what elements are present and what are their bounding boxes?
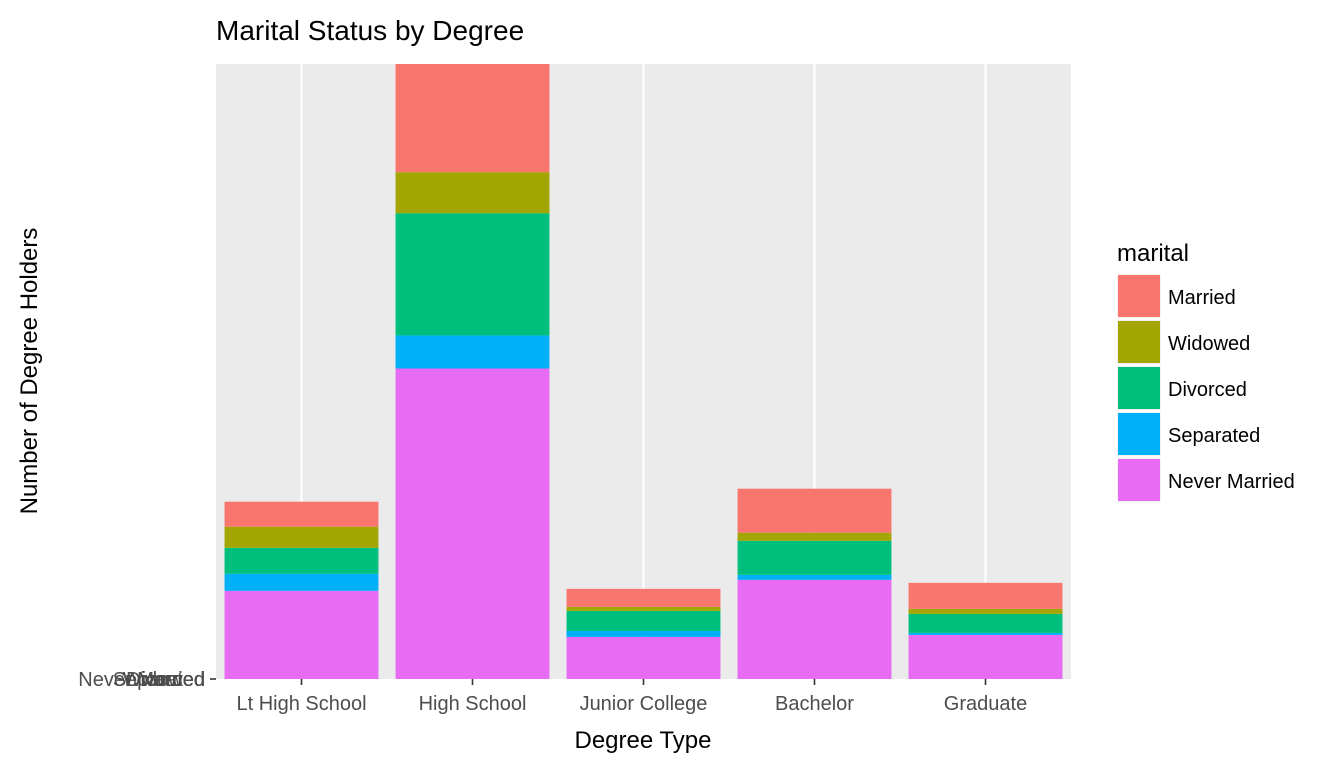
bar-segment-bachelor-married: [737, 488, 892, 533]
bar-segment-lt-high-school-divorced: [224, 547, 379, 574]
legend-swatch-married: [1118, 275, 1160, 317]
bar-segment-high-school-never-married: [395, 368, 550, 679]
y-tick-label-never-married: Never Married: [78, 669, 205, 691]
chart-title: Marital Status by Degree: [216, 15, 524, 46]
y-axis: Never MarriedSeparatedDivorcedWidowedMar…: [78, 669, 216, 691]
legend-label-divorced: Divorced: [1168, 379, 1247, 401]
legend: marital Married Widowed Divorced Separated N…: [1117, 240, 1295, 502]
bar-segment-junior-college-separated: [566, 630, 721, 637]
x-tick-label-graduate: Graduate: [944, 693, 1027, 715]
x-axis-title: Degree Type: [575, 727, 712, 754]
bar-segment-lt-high-school-separated: [224, 573, 379, 591]
bar-segment-high-school-widowed: [395, 172, 550, 214]
y-tick-label-separated: Separated: [113, 669, 205, 691]
legend-label-married: Married: [1168, 287, 1236, 309]
bar-segment-junior-college-divorced: [566, 610, 721, 631]
y-tick-label-divorced: Divorced: [126, 669, 205, 691]
legend-swatch-never-married: [1118, 459, 1160, 501]
x-tick-label-junior-college: Junior College: [580, 693, 708, 715]
legend-label-widowed: Widowed: [1168, 333, 1250, 355]
x-tick-label-bachelor: Bachelor: [775, 693, 854, 715]
bar-segment-lt-high-school-widowed: [224, 526, 379, 548]
legend-swatch-separated: [1118, 413, 1160, 455]
legend-swatch-divorced: [1118, 367, 1160, 409]
bar-segment-lt-high-school-married: [224, 501, 379, 527]
bars: [224, 64, 1063, 679]
legend-label-never-married: Never Married: [1168, 471, 1295, 493]
y-tick-label-married: Married: [137, 669, 205, 691]
legend-title: marital: [1117, 240, 1189, 267]
legend-swatch-widowed: [1118, 321, 1160, 363]
x-axis: Lt High School High School Junior College B…: [236, 679, 1027, 715]
bar-segment-bachelor-separated: [737, 574, 892, 580]
bar-segment-bachelor-never-married: [737, 579, 892, 679]
bar-segment-lt-high-school-never-married: [224, 590, 379, 679]
bar-segment-graduate-separated: [908, 632, 1063, 635]
bar-segment-graduate-married: [908, 582, 1063, 609]
bar-segment-junior-college-widowed: [566, 606, 721, 611]
legend-label-separated: Separated: [1168, 425, 1260, 447]
y-axis-title: Number of Degree Holders: [16, 228, 43, 515]
bar-segment-high-school-married: [395, 64, 550, 173]
bar-segment-graduate-never-married: [908, 634, 1063, 679]
bar-segment-graduate-widowed: [908, 608, 1063, 614]
x-tick-label-lt-high-school: Lt High School: [236, 693, 366, 715]
bar-segment-junior-college-married: [566, 588, 721, 607]
x-tick-label-high-school: High School: [419, 693, 527, 715]
bar-segment-bachelor-widowed: [737, 532, 892, 541]
y-tick-label-widowed: Widowed: [123, 669, 205, 691]
bar-segment-bachelor-divorced: [737, 540, 892, 575]
bar-segment-high-school-separated: [395, 335, 550, 369]
bar-segment-graduate-divorced: [908, 613, 1063, 633]
bar-segment-high-school-divorced: [395, 213, 550, 336]
bar-segment-junior-college-never-married: [566, 636, 721, 679]
